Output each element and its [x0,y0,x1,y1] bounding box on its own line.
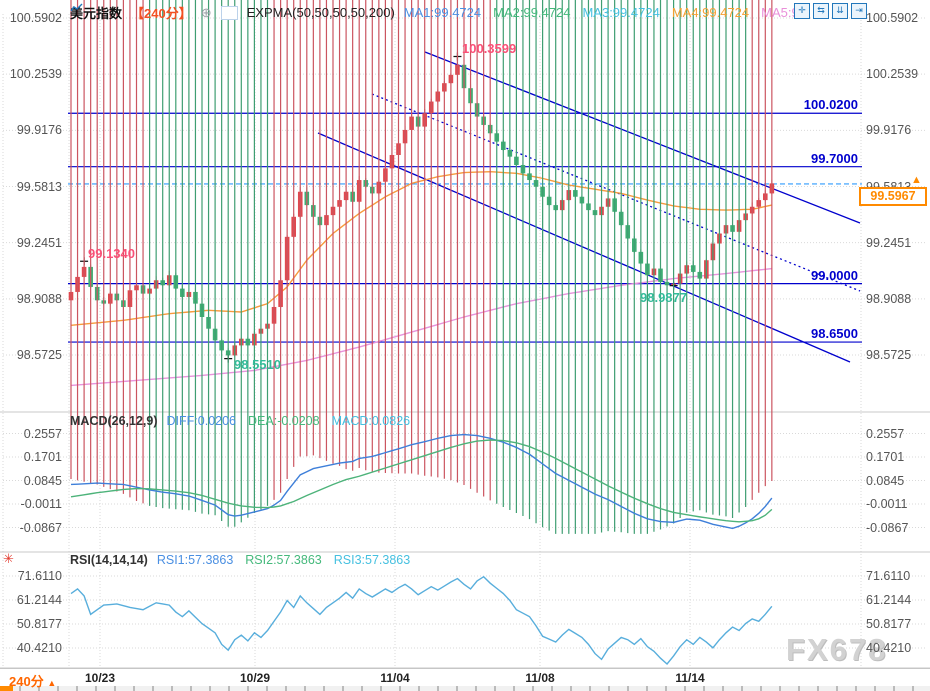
rsi-readout-0: RSI1:57.3863 [156,553,234,567]
macd-readout-2: MACD:0.0826 [331,414,411,428]
main-axis-label-right: 98.9088 [866,291,912,306]
main-axis-label-right: 100.2539 [866,67,919,82]
macd-readout-1: DEA:-0.0208 [248,414,320,428]
date-tick-label: 11/14 [675,671,705,685]
rsi-readout-2: RSI3:57.3863 [333,553,411,567]
price-up-arrow-icon: ▲ [911,174,922,186]
rsi-readout-1: RSI2:57.3863 [245,553,322,567]
macd-axis-label-right: -0.0867 [866,520,909,535]
macd-axis-label-left: -0.0011 [20,497,62,511]
macd-readouts: DIFF:0.0206 DEA:-0.0208 MACD:0.0826 [167,414,411,428]
swing-annotation: 99.1340 [88,246,135,261]
circle-plus-icon[interactable]: ⊕ [200,4,212,20]
main-axis-label-left: 98.5725 [16,348,62,362]
scrollbar[interactable] [0,686,930,691]
main-axis-label-left: 98.9088 [16,291,62,306]
date-axis-bar [0,668,930,687]
main-axis-label-right: 99.2451 [866,235,912,250]
chart-header: 美元指数 【240分】 ⊕ EXPMA(50,50,50,50,200) MA1… [70,3,799,22]
ma-readout-2: MA3:99.4724 [582,5,660,20]
rsi-title[interactable]: RSI(14,14,14) [70,553,148,567]
rsi-readouts: RSI1:57.3863 RSI2:57.3863 RSI3:57.3863 [157,553,410,567]
macd-axis-label-left: 0.1701 [23,450,62,464]
date-tick-label: 10/23 [84,671,116,685]
chart-type-icon[interactable] [70,3,238,20]
main-axis-label-left: 99.9176 [16,123,62,138]
rsi-axis-label-right: 61.2144 [866,592,912,607]
main-axis-label-right: 98.5725 [866,348,912,362]
sr-level-label: 99.0000 [811,267,858,283]
macd-title[interactable]: MACD(26,12,9) [70,414,158,428]
sr-level-label: 98.6500 [811,326,858,342]
collapse-right-icon[interactable]: ⇥ [851,3,867,19]
macd-axis-label-right: 0.2557 [866,426,905,441]
macd-axis-label-right: 0.0845 [866,473,905,488]
macd-axis-label-right: 0.1701 [866,450,905,464]
macd-axis-label-left: 0.0845 [23,473,62,488]
date-tick-label: 11/08 [525,671,555,685]
sr-level-label: 99.7000 [811,150,858,166]
main-axis-label-left: 100.2539 [9,67,62,82]
rsi-axis-label-left: 71.6110 [17,569,62,583]
ma-readout-1: MA2:99.4724 [493,5,571,20]
swing-annotation: 98.9877 [640,290,687,305]
macd-axis-label-left: -0.0867 [19,520,62,535]
fit-horizontal-icon[interactable]: ⇆ [813,3,829,19]
ma-readout-0: MA1:99.4724 [403,5,482,20]
rsi-axis-label-left: 40.4210 [16,641,62,655]
rsi-axis-label-right: 50.8177 [866,616,912,631]
rsi-axis-label-left: 50.8177 [16,616,62,631]
main-axis-label-right: 99.9176 [866,123,912,138]
swing-annotation: 98.5510 [234,357,281,372]
rsi-axis-label-left: 61.2144 [16,592,62,607]
rsi-header: RSI(14,14,14) RSI1:57.3863 RSI2:57.3863 RS… [70,553,410,567]
main-axis-label-left: 99.5813 [16,179,62,194]
ma-readout-4: MA5:9 [761,5,799,20]
macd-header: MACD(26,12,9) DIFF:0.0206 DEA:-0.0208 MACD… [70,414,410,428]
scrollbar-handle[interactable] [0,686,13,691]
main-axis-label-left: 100.5902 [9,11,62,25]
date-tick-label: 11/04 [380,671,410,685]
macd-axis-label-left: 0.2557 [23,426,62,441]
timeframe-label[interactable]: 【240分】 [131,6,192,21]
rsi-axis-label-right: 40.4210 [866,641,912,655]
rsi-axis-label-right: 71.6110 [866,569,911,583]
watermark: FX678 [786,632,888,667]
current-price-tag: 99.5967 [859,187,927,206]
main-axis-label-right: 100.5902 [866,11,919,25]
chart-toolbar: ✛ ⇆ ⇊ ⇥ [794,3,867,19]
timeframe-badge[interactable]: 240分 ▲ [9,674,57,689]
main-axis-label-left: 99.2451 [16,235,62,250]
fit-vertical-icon[interactable]: ⇊ [832,3,848,19]
indicator-settings-icon[interactable]: ✳ [3,551,14,566]
sr-level-label: 100.0200 [803,97,858,113]
crosshair-pan-icon[interactable]: ✛ [794,3,810,19]
macd-axis-label-right: -0.0011 [866,497,908,511]
date-tick-label: 10/29 [239,671,271,685]
swing-annotation: 100.3599 [462,41,517,56]
up-triangle-icon: ▲ [47,678,57,688]
symbol-name: 美元指数 [70,6,123,21]
macd-readout-0: DIFF:0.0206 [166,414,237,428]
ma-readout-3: MA4:99.4724 [671,5,750,20]
ma-readouts: MA1:99.4724 MA2:99.4724 MA3:99.4724 MA4:99.… [404,5,799,20]
indicator-name[interactable]: EXPMA(50,50,50,50,200) [246,5,395,20]
